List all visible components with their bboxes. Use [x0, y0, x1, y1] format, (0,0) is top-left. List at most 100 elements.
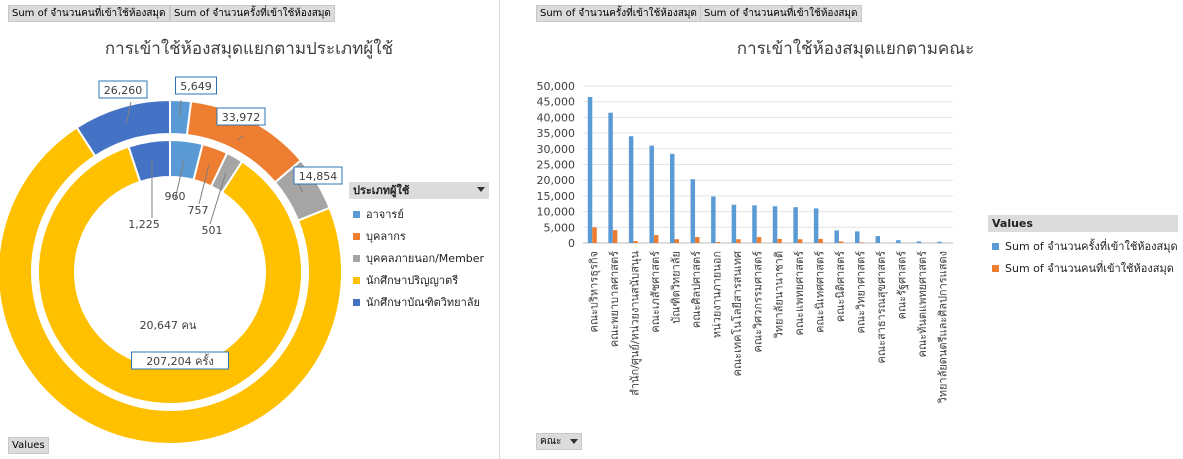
doughnut-outer-label-4: 26,260 [104, 84, 143, 97]
bar-0-17 [937, 241, 942, 243]
field-button-people-right[interactable]: Sum of จำนวนคนที่เข้าใช้ห้องสมุด [700, 5, 862, 22]
field-button-people[interactable]: Sum of จำนวนคนที่เข้าใช้ห้องสมุด [8, 5, 170, 22]
y-tick-label: 10,000 [537, 206, 576, 219]
bar-1-8 [756, 237, 762, 243]
legend-swatch [353, 210, 360, 218]
legend-item[interactable]: นักศึกษาบัณฑิตวิทยาลัย [349, 291, 489, 313]
doughnut-inner-leader-0 [174, 159, 185, 201]
x-tick-label: บัณฑิตวิทยาลัย [670, 251, 683, 324]
legend-item[interactable]: Sum of จำนวนครั้งที่เข้าใช้ห้องสมุด [988, 235, 1178, 257]
doughnut-inner-label-3: 20,647 คน [140, 319, 197, 332]
x-tick-label: คณะทันตแพทยศาสตร์ [916, 251, 929, 357]
legend-item[interactable]: บุคคลภายนอก/Member [349, 247, 489, 269]
y-tick-label: 5,000 [544, 221, 576, 234]
bar-0-15 [896, 240, 901, 243]
axis-field-label: คณะ [540, 436, 562, 447]
bar-1-5 [695, 237, 700, 243]
doughnut-inner-label-2: 501 [202, 224, 223, 237]
doughnut-inner-slice-4 [127, 138, 171, 184]
doughnut-chart-title: การเข้าใช้ห้องสมุดแยกตามประเภทผู้ใช้ [104, 39, 394, 59]
bar-0-1 [608, 112, 613, 243]
field-button-visits-right[interactable]: Sum of จำนวนครั้งที่เข้าใช้ห้องสมุด [536, 5, 701, 22]
legend-item[interactable]: อาจารย์ [349, 203, 489, 225]
doughnut-inner-label-4: 1,225 [128, 218, 160, 231]
doughnut-outer-label-2: 14,854 [299, 170, 338, 183]
axis-field-button[interactable]: คณะ [536, 433, 582, 450]
bar-chart-title: การเข้าใช้ห้องสมุดแยกตามคณะ [736, 39, 975, 59]
bar-1-6 [715, 242, 721, 243]
bar-0-0 [587, 96, 593, 244]
y-tick-label: 20,000 [537, 174, 576, 187]
legend-filter-button[interactable]: ประเภทผู้ใช้ [349, 182, 489, 199]
x-tick-label: คณะรัฐศาสตร์ [896, 251, 909, 319]
x-tick-label: คณะศิลปศาสตร์ [690, 251, 703, 328]
legend-swatch [353, 254, 360, 262]
bar-0-9 [772, 206, 778, 243]
bar-0-2 [628, 136, 634, 243]
values-button[interactable]: Values [8, 437, 49, 454]
bar-0-12 [834, 230, 839, 243]
bar-1-7 [736, 239, 741, 243]
legend-label: Sum of จำนวนคนที่เข้าใช้ห้องสมุด [1005, 262, 1174, 275]
x-tick-label: วิทยาลัยนานาชาติ [772, 251, 785, 339]
x-tick-label: คณะวิศวกรรมศาสตร์ [752, 251, 765, 353]
doughnut-outer-label-1: 33,972 [222, 111, 261, 124]
x-tick-label: คณะนิติศาสตร์ [834, 251, 847, 322]
doughnut-outer-slice-4 [75, 98, 171, 158]
x-tick-label: คณะแพทยศาสตร์ [793, 251, 806, 336]
doughnut-outer-label-box-0 [175, 76, 217, 95]
bar-1-4 [674, 239, 679, 243]
bar-chart: 0 5,000 10,000 15,000 20,000 25,000 30,000 35,0… [537, 80, 953, 404]
legend-item[interactable]: Sum of จำนวนคนที่เข้าใช้ห้องสมุด [988, 257, 1178, 279]
x-tick-label: หน่วยงานภายนอก [711, 251, 724, 338]
bar-0-8 [752, 205, 757, 243]
x-tick-label: สำนัก/ศูนย์/หน่วยงานสนับสนุน [628, 251, 641, 396]
legend-item[interactable]: นักศึกษาปริญญาตรี [349, 269, 489, 291]
legend-item[interactable]: บุคลากร [349, 225, 489, 247]
doughnut-chart-panel: Sum of จำนวนคนที่เข้าใช้ห้องสมุด Sum of … [0, 0, 498, 459]
y-tick-label: 25,000 [537, 159, 576, 172]
doughnut-outer-leader-4 [125, 101, 132, 124]
doughnut-inner-leader-2 [209, 172, 227, 225]
bar-1-13 [859, 242, 864, 243]
y-tick-label: 0 [568, 237, 575, 250]
bar-0-11 [813, 208, 819, 243]
chevron-down-icon [569, 438, 578, 444]
bar-0-7 [731, 204, 737, 243]
doughnut-outer-leader-1 [237, 135, 244, 141]
doughnut-outer-label-box-2 [293, 166, 343, 185]
legend-label: Sum of จำนวนครั้งที่เข้าใช้ห้องสมุด [1005, 240, 1178, 253]
field-button-visits[interactable]: Sum of จำนวนครั้งที่เข้าใช้ห้องสมุด [170, 5, 335, 22]
panel-divider [499, 0, 528, 459]
doughnut-inner-slice-3 [37, 145, 303, 405]
bar-0-10 [793, 207, 798, 243]
x-tick-label: คณะสาธารณสุขศาสตร์ [875, 251, 888, 364]
bar-0-4 [670, 153, 675, 243]
y-tick-label: 45,000 [537, 96, 576, 109]
bar-0-5 [690, 179, 696, 243]
doughnut-outer-label-box-1 [216, 107, 266, 126]
bar-1-3 [653, 235, 659, 243]
y-tick-label: 50,000 [537, 80, 576, 93]
bar-0-14 [875, 236, 881, 243]
doughnut-legend: ประเภทผู้ใช้ อาจารย์บุคลากรบุคคลภายนอก/M… [349, 182, 489, 313]
x-tick-label: คณะบริหารธุรกิจ [587, 251, 600, 332]
legend-label: บุคลากร [366, 230, 406, 243]
bar-legend-title: Values [988, 215, 1178, 232]
legend-label: นักศึกษาบัณฑิตวิทยาลัย [366, 296, 480, 309]
bar-0-16 [916, 241, 922, 243]
bar-1-10 [797, 239, 803, 243]
bar-1-2 [633, 241, 638, 243]
doughnut-outer-label-3: 207,204 ครั้ง [146, 353, 214, 368]
x-tick-label: คณะนิเทศศาสตร์ [813, 251, 826, 333]
bar-0-6 [711, 196, 716, 243]
legend-swatch [992, 242, 999, 250]
y-tick-label: 35,000 [537, 127, 576, 140]
x-tick-label: คณะวิทยาศาสตร์ [855, 251, 868, 334]
x-tick-label: คณะเภสัชศาสตร์ [649, 251, 662, 333]
doughnut-outer-label-box-4 [98, 80, 148, 99]
doughnut-inner-leader-1 [198, 165, 210, 205]
doughnut-outer-label-box-3 [131, 351, 229, 370]
legend-label: นักศึกษาปริญญาตรี [366, 274, 459, 287]
